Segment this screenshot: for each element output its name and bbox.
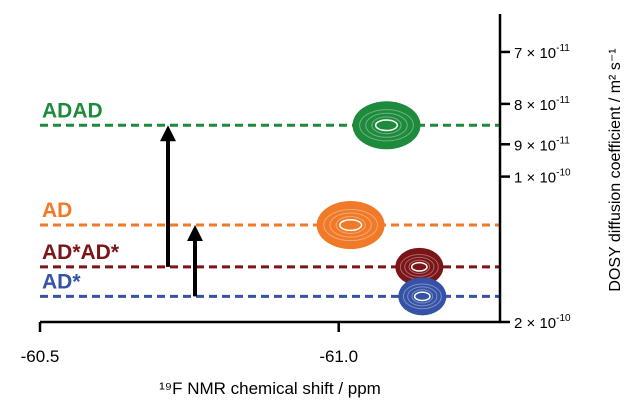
- y-tick-label-3: 1 × 10-10: [514, 168, 571, 187]
- peak-core: [374, 119, 399, 132]
- peak-contour: [371, 116, 402, 135]
- y-tick-label-1: 8 × 10-11: [514, 95, 570, 114]
- series-label-1: AD: [42, 199, 72, 222]
- peak-core: [413, 291, 431, 302]
- peak-2-0: [395, 247, 444, 286]
- series-label-0: ADAD: [42, 99, 103, 122]
- peak-contour: [323, 208, 379, 242]
- y-tick-label-4: 2 × 10-10: [514, 313, 571, 332]
- peak-contour: [329, 212, 372, 238]
- peak-contour: [335, 216, 366, 234]
- peak-blob: [395, 247, 444, 286]
- peak-contour: [407, 286, 438, 307]
- peak-contour: [402, 283, 442, 310]
- peak-core: [410, 261, 428, 272]
- peak-contour: [408, 259, 431, 274]
- peak-blob: [398, 277, 447, 316]
- peak-0-0: [352, 101, 421, 150]
- peak-contour: [365, 112, 408, 138]
- peak-3-0: [398, 277, 447, 316]
- peak-contour: [359, 109, 414, 142]
- x-axis-title: ¹⁹F NMR chemical shift / ppm: [159, 379, 381, 398]
- peak-blob: [352, 101, 421, 150]
- series-label-3: AD*: [42, 270, 81, 293]
- peak-contour: [404, 256, 435, 277]
- y-tick-label-2: 9 × 10-11: [514, 135, 570, 154]
- peak-blob: [316, 201, 385, 250]
- y-tick-label-0: 7 × 10-11: [514, 43, 570, 62]
- y-axis-title: DOSY diffusion coefficient / m² s⁻¹: [607, 48, 624, 291]
- peak-core: [339, 219, 363, 232]
- peak-1-0: [316, 201, 385, 250]
- peak-contour: [411, 289, 434, 304]
- x-tick-label-0: -60.5: [21, 347, 60, 366]
- x-tick-label-1: -61.0: [319, 347, 358, 366]
- series-label-2: AD*AD*: [42, 241, 120, 264]
